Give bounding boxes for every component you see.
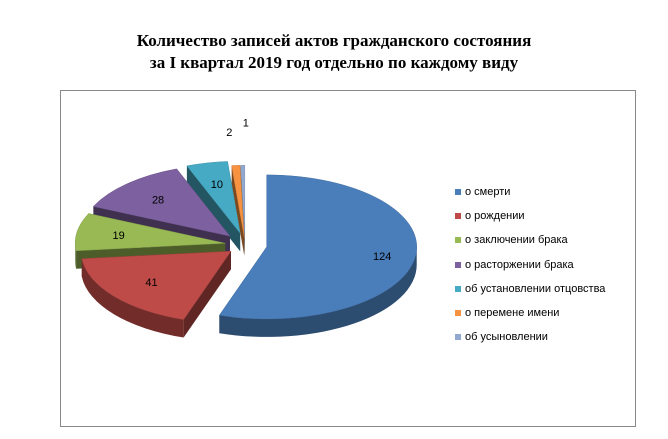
- legend-label: о смерти: [465, 186, 511, 199]
- legend-label: о перемене имени: [465, 307, 560, 320]
- data-label-1: 124: [373, 251, 391, 263]
- legend-item: о смерти: [455, 180, 605, 204]
- legend-label: о заключении брака: [465, 234, 568, 247]
- pie-slice-side: [81, 258, 184, 338]
- legend-label: о расторжении брака: [465, 258, 574, 271]
- pie-slice-wall: [183, 251, 231, 338]
- data-label-7: 1: [243, 118, 249, 130]
- pie-slice-side: [219, 246, 417, 337]
- pie-slice-2: [81, 250, 232, 320]
- chart-title-line-1: Количество записей актов гражданского со…: [136, 31, 532, 50]
- chart-title-line-2: за I квартал 2019 год отдельно по каждом…: [149, 53, 519, 72]
- legend-label: об усыновлении: [465, 331, 548, 344]
- data-label-6: 2: [226, 127, 232, 139]
- pie-slice-wall: [186, 165, 241, 252]
- data-label-3: 19: [113, 230, 125, 242]
- pie-slice-side: [75, 243, 77, 269]
- pie-slice-6: [231, 165, 245, 238]
- data-label-2: 41: [145, 277, 157, 289]
- data-label-4: 28: [152, 194, 164, 206]
- legend-swatch: [455, 261, 461, 268]
- legend-label: о рождении: [465, 210, 525, 223]
- pie-slice-7: [240, 165, 246, 238]
- legend-item: о рождении: [455, 204, 605, 228]
- legend-swatch: [455, 237, 461, 244]
- pie-slice-wall: [231, 165, 245, 256]
- legend-item: о заключении брака: [455, 228, 605, 252]
- pie-tops: [75, 161, 417, 320]
- data-labels: 124 41 19 28 10 21: [113, 118, 392, 289]
- legend-item: об усыновлении: [455, 325, 605, 349]
- data-label-5: 10: [211, 179, 223, 191]
- legend-swatch: [455, 310, 461, 317]
- legend-swatch: [455, 334, 461, 341]
- pie-slice-3: [75, 213, 226, 252]
- pie-slice-5: [186, 161, 241, 234]
- legend-item: о расторжении брака: [455, 253, 605, 277]
- legend-item: об установлении отцовства: [455, 277, 605, 301]
- legend: о смерти о рождении о заключении брака о ра…: [455, 180, 605, 349]
- legend-swatch: [455, 285, 461, 292]
- legend-label: об установлении отцовства: [465, 282, 606, 295]
- legend-item: о перемене имени: [455, 301, 605, 325]
- pie-slice-1: [218, 174, 417, 320]
- legend-swatch: [455, 213, 461, 220]
- chart-title: Количество записей актов гражданского со…: [0, 30, 668, 74]
- legend-swatch: [455, 189, 461, 196]
- pie-slice-4: [92, 168, 231, 237]
